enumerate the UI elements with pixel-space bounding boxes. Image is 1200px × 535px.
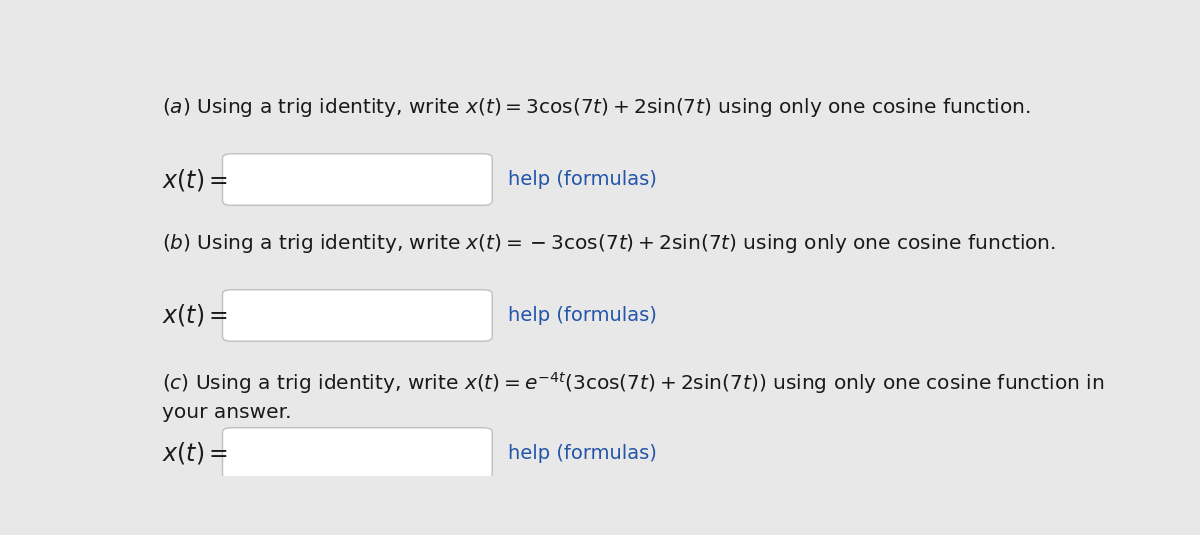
Text: help (formulas): help (formulas) [508, 170, 656, 189]
FancyBboxPatch shape [222, 428, 492, 479]
Text: help (formulas): help (formulas) [508, 444, 656, 463]
Text: your answer.: your answer. [162, 403, 292, 422]
Text: $x(t) =$: $x(t) =$ [162, 440, 228, 467]
Text: $(c)$ Using a trig identity, write $x(t) = e^{-4t}(3\cos(7t) + 2\sin(7t))$ using: $(c)$ Using a trig identity, write $x(t)… [162, 371, 1104, 396]
Text: $x(t) =$: $x(t) =$ [162, 166, 228, 193]
Text: $(b)$ Using a trig identity, write $x(t) = -3\cos(7t) + 2\sin(7t)$ using only on: $(b)$ Using a trig identity, write $x(t)… [162, 232, 1056, 255]
FancyBboxPatch shape [222, 290, 492, 341]
FancyBboxPatch shape [222, 154, 492, 205]
Text: help (formulas): help (formulas) [508, 306, 656, 325]
Text: $x(t) =$: $x(t) =$ [162, 302, 228, 328]
Text: $(a)$ Using a trig identity, write $x(t) = 3\cos(7t) + 2\sin(7t)$ using only one: $(a)$ Using a trig identity, write $x(t)… [162, 96, 1031, 119]
